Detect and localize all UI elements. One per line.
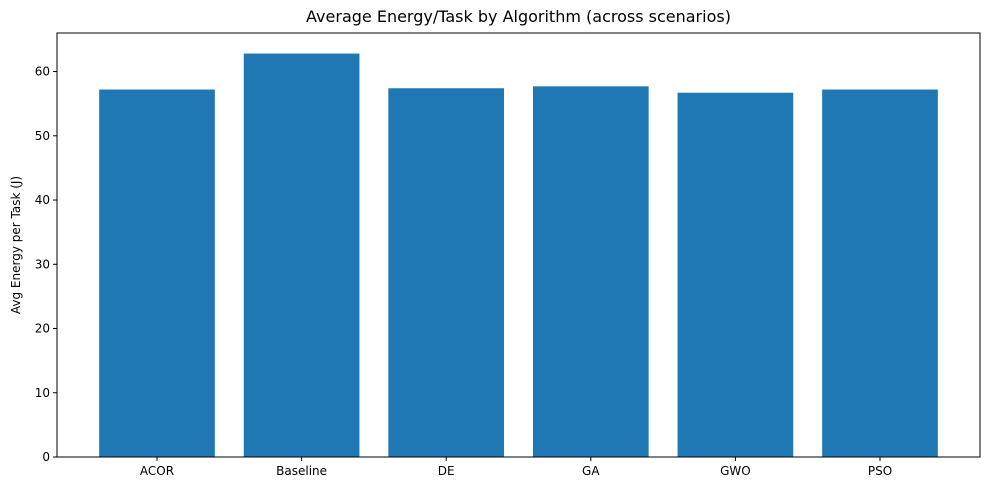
y-tick-label: 30 bbox=[35, 257, 50, 271]
x-axis-ticks: ACOR Baseline DE GA GWO PSO bbox=[140, 457, 892, 478]
y-tick-label: 20 bbox=[35, 322, 50, 336]
plot-area: 0 10 20 30 40 50 60 ACOR Baseline DE GA GWO PSO bbox=[35, 32, 981, 478]
y-axis-ticks: 0 10 20 30 40 50 60 bbox=[35, 65, 57, 464]
y-tick-label: 0 bbox=[42, 450, 50, 464]
x-tick-label: GA bbox=[582, 464, 600, 478]
x-tick-label: PSO bbox=[868, 464, 892, 478]
bar-gwo bbox=[677, 92, 794, 457]
y-tick-label: 40 bbox=[35, 193, 50, 207]
bar-ga bbox=[532, 86, 649, 457]
y-tick-label: 10 bbox=[35, 386, 50, 400]
y-tick-label: 50 bbox=[35, 129, 50, 143]
bars bbox=[99, 53, 938, 458]
chart-title: Average Energy/Task by Algorithm (across… bbox=[306, 7, 731, 26]
bar-de bbox=[388, 88, 505, 458]
x-tick-label: Baseline bbox=[276, 464, 327, 478]
bar-baseline bbox=[243, 53, 360, 457]
x-tick-label: GWO bbox=[720, 464, 751, 478]
plot-frame bbox=[56, 32, 981, 458]
y-tick-label: 60 bbox=[35, 65, 50, 79]
bar-pso bbox=[822, 89, 938, 458]
x-tick-label: ACOR bbox=[140, 464, 174, 478]
bar-acor bbox=[99, 89, 215, 458]
x-tick-label: DE bbox=[438, 464, 455, 478]
y-axis-label: Avg Energy per Task (J) bbox=[9, 176, 23, 314]
